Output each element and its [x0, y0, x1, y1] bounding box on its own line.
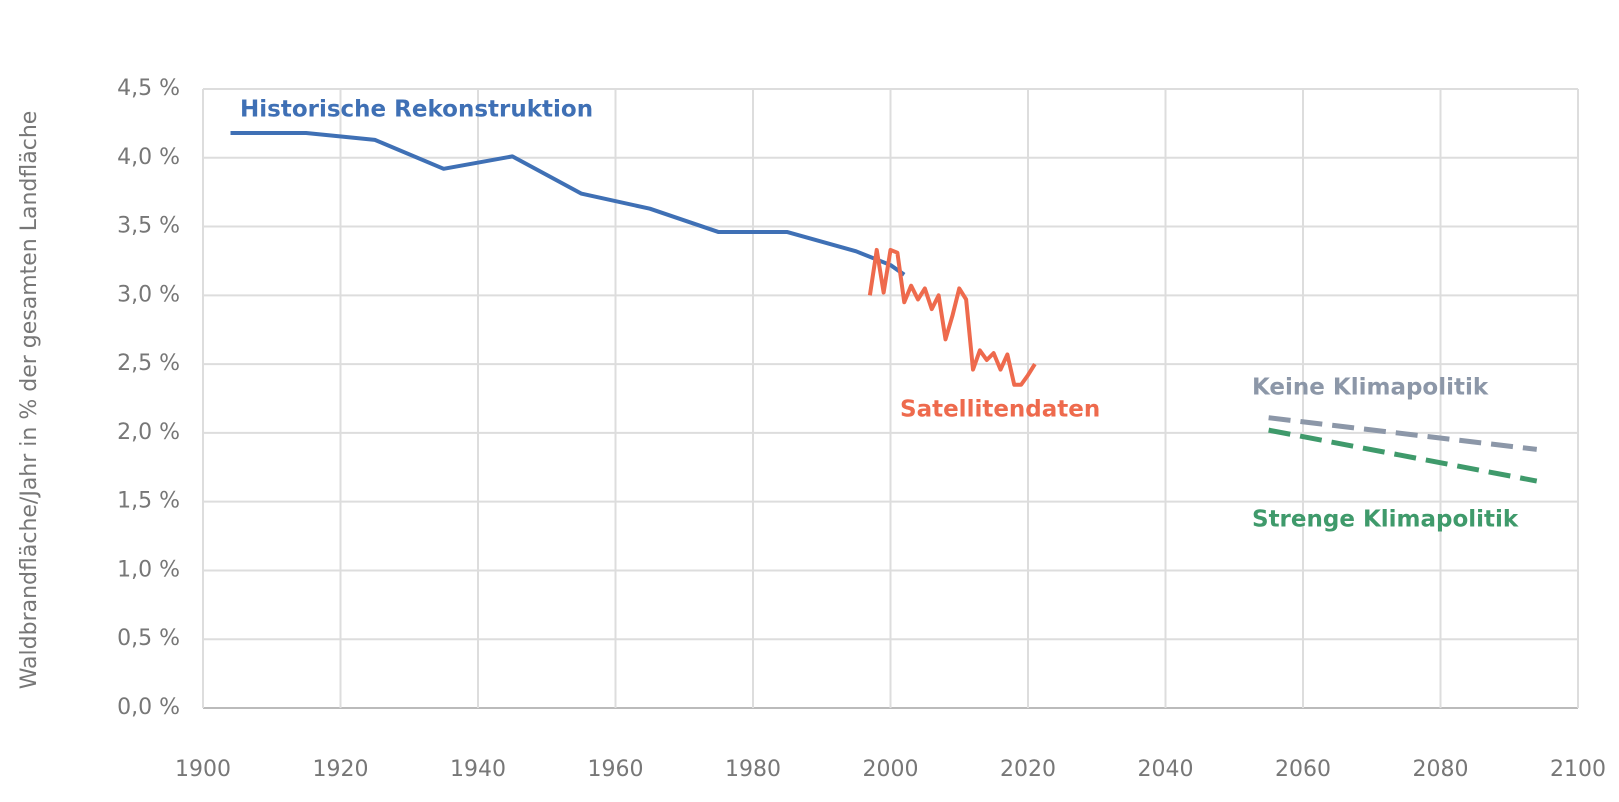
y-tick-label: 3,5 % [117, 214, 180, 239]
x-tick-label: 1920 [313, 757, 369, 782]
y-tick-label: 4,5 % [117, 76, 180, 101]
series-label: Historische Rekonstruktion [240, 97, 593, 123]
series-label: Satellitendaten [900, 397, 1100, 423]
y-tick-label: 3,0 % [117, 282, 180, 307]
y-tick-label: 2,0 % [117, 420, 180, 445]
y-tick-label: 0,5 % [117, 626, 180, 651]
x-tick-label: 1980 [725, 757, 781, 782]
y-tick-label: 1,5 % [117, 489, 180, 514]
y-tick-label: 0,0 % [117, 695, 180, 720]
x-tick-label: 1940 [450, 757, 506, 782]
x-tick-label: 2020 [1000, 757, 1056, 782]
series-line [1268, 415, 1538, 452]
y-axis-title: Waldbrandfläche/Jahr in % der gesamten L… [17, 111, 42, 690]
y-tick-label: 2,5 % [117, 351, 180, 376]
x-tick-label: 2000 [863, 757, 919, 782]
x-tick-label: 2100 [1550, 757, 1606, 782]
y-tick-label: 1,0 % [117, 557, 180, 582]
y-tick-label: 4,0 % [117, 145, 180, 170]
series-label: Keine Klimapolitik [1252, 375, 1489, 401]
series-line [230, 131, 906, 277]
x-tick-label: 1900 [175, 757, 231, 782]
x-tick-label: 2080 [1413, 757, 1469, 782]
series-label: Strenge Klimapolitik [1252, 507, 1519, 533]
series-line [867, 247, 1037, 387]
series-line [1268, 427, 1538, 484]
x-tick-label: 1960 [588, 757, 644, 782]
x-tick-label: 2060 [1275, 757, 1331, 782]
x-tick-label: 2040 [1138, 757, 1194, 782]
